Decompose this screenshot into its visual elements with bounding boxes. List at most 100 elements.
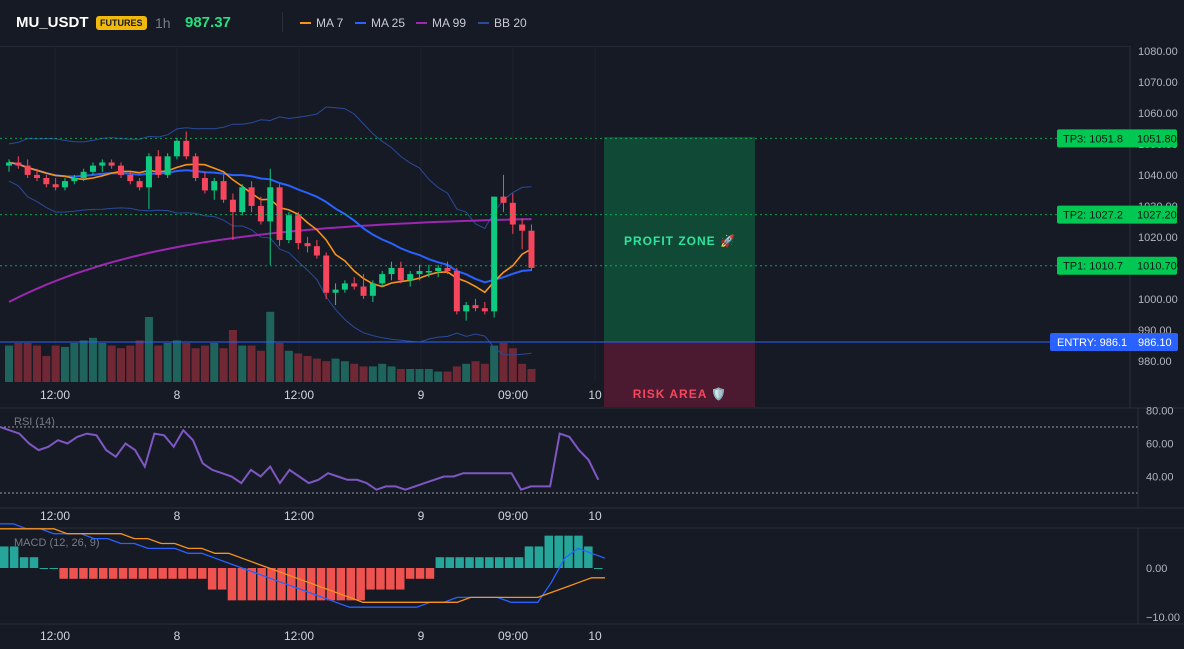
volume-bar [210,343,219,382]
entry-tag-label: ENTRY: 986.1 [1057,337,1127,349]
candle-up [211,181,218,191]
candle-up [99,162,106,166]
entry-tag: ENTRY: 986.1 986.10 [1050,333,1178,351]
volume-bar [284,350,293,382]
candle-up [267,187,274,222]
candle-up [173,140,180,157]
macd-hist-bar [128,568,138,579]
candle-down [229,199,236,213]
volume-bar [191,348,200,382]
macd-hist-bar [504,557,514,568]
candle-down [201,178,208,191]
macd-hist-bar [366,568,375,590]
rsi-title: RSI (14) [14,416,55,428]
rsi-tick-label: 40.00 [1146,472,1174,484]
candle-down [192,156,199,179]
candle-up [425,271,432,273]
price-tick-label: 1060.00 [1138,108,1178,120]
legend-ma25[interactable]: MA 25 [355,16,405,30]
price-pane[interactable]: PROFIT ZONE 🚀 RISK AREA 🛡️ [0,46,1130,407]
candle-down [127,174,134,182]
time-label: 8 [174,629,181,643]
volume-bar [154,345,163,382]
macd-hist-bar [326,568,336,601]
candle-up [341,283,348,290]
interval-selector[interactable]: 1h [155,15,171,31]
candle-down [295,215,302,244]
volume-bar [508,348,517,382]
legend-bb20[interactable]: BB 20 [478,16,527,30]
bb20-swatch [478,22,489,24]
macd-hist-bar [247,568,256,601]
macd-hist-bar [336,568,346,601]
volume-bar [88,337,97,382]
time-label: 10 [588,509,602,523]
ma25-swatch [355,22,366,24]
legend-ma7[interactable]: MA 7 [300,16,343,30]
volume-bar [312,358,321,382]
legend-ma99-label: MA 99 [432,16,467,30]
time-label: 12:00 [40,388,70,402]
tp2-tag-price: 1027.20 [1137,210,1177,222]
time-label: 12:00 [40,509,70,523]
macd-hist-bar [415,568,425,579]
macd-hist-bar [475,557,484,568]
macd-hist-bar [148,568,157,579]
macd-hist-bar [356,568,365,601]
candle-up [416,271,423,275]
volume-bar [116,348,125,382]
candle-up [379,274,386,284]
price-axis[interactable] [1130,46,1184,408]
macd-pane[interactable]: MACD (12, 26, 9) [0,523,606,608]
macd-tick-label: 0.00 [1146,563,1167,575]
chart-canvas[interactable]: PROFIT ZONE 🚀 RISK AREA 🛡️ 1080.001070.0… [0,46,1184,649]
volume-bar [98,343,107,382]
time-label: 9 [418,388,425,402]
rsi-pane[interactable]: RSI (14) [0,416,1138,494]
macd-hist-bar [346,568,355,601]
volume-bar [182,343,191,382]
candle-up [491,196,498,312]
macd-tick-label: −10.00 [1146,612,1180,624]
time-label: 10 [588,629,602,643]
macd-hist-bar [564,535,573,568]
tp1-tag-price: 1010.70 [1137,261,1177,273]
candle-down [304,243,311,247]
time-label: 10 [588,388,602,402]
volume-bar [144,317,153,382]
macd-hist-bar [198,568,207,579]
bb-upper [8,106,532,230]
legend-ma7-label: MA 7 [316,16,344,30]
candle-down [360,286,367,296]
macd-hist-bar [39,568,49,569]
candle-up [369,283,376,296]
macd-hist-bar [287,568,296,601]
tp2-tag [1057,205,1177,224]
rsi-tick-label: 60.00 [1146,439,1174,451]
candle-up [388,267,395,275]
candle-down [509,202,516,225]
macd-hist-bar [9,546,19,568]
volume-bar [266,311,275,382]
candle-down [52,184,59,188]
macd-hist-bar [227,568,237,601]
legend-ma99[interactable]: MA 99 [416,16,466,30]
volume-bar [471,361,480,382]
time-label: 09:00 [498,629,528,643]
legend-bb20-label: BB 20 [494,16,527,30]
candle-up [407,274,414,281]
candle-down [323,255,330,293]
macd-hist-bar [118,568,128,579]
symbol-name[interactable]: MU_USDT [16,14,89,31]
macd-hist-bar [306,568,316,601]
macd-hist-bar [435,557,445,568]
volume-bar [79,340,88,382]
macd-hist-bar [29,557,39,568]
candle-down [33,174,40,179]
candle-up [435,267,442,272]
candle-down [351,283,358,287]
volume-bar [60,346,69,382]
time-label: 09:00 [498,509,528,523]
volume-bar [434,371,443,382]
macd-hist-bar [168,568,177,579]
